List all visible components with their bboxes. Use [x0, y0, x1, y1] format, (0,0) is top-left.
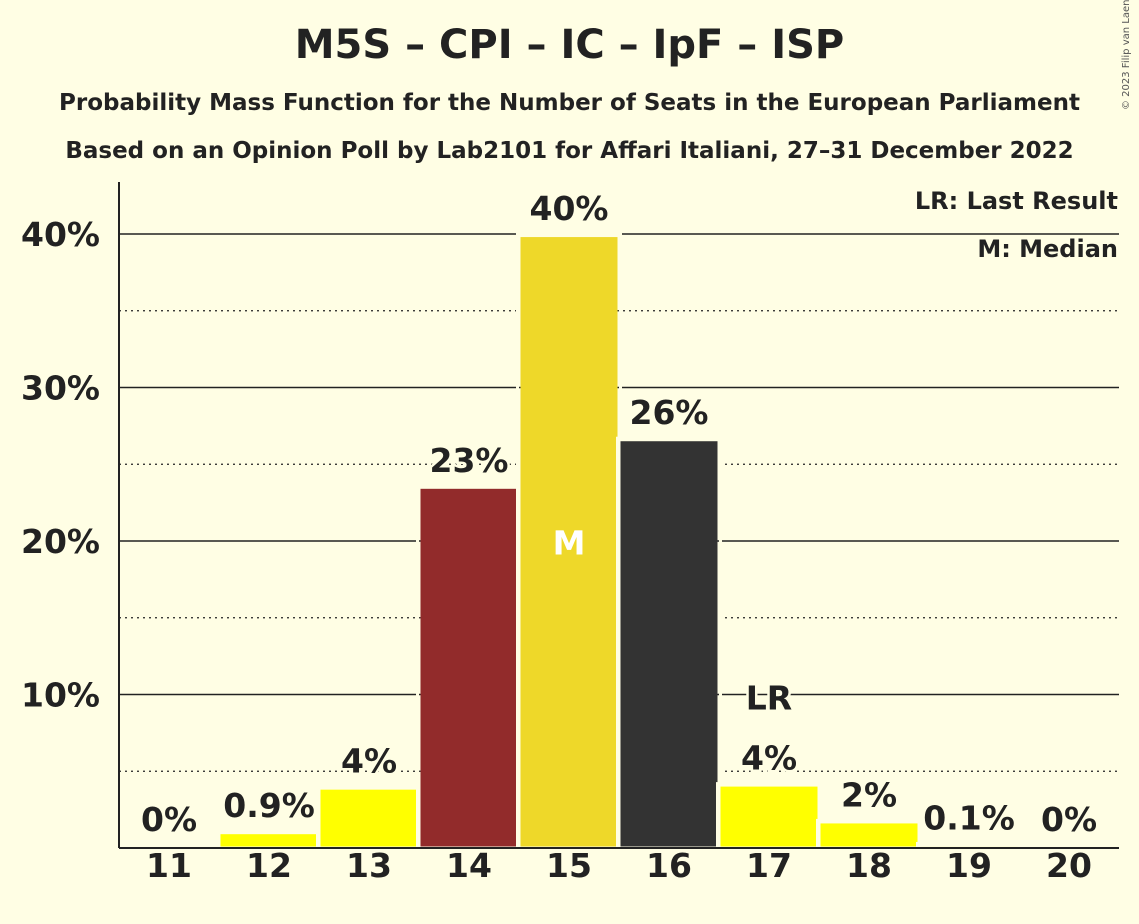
data-label-17: 4%	[741, 739, 797, 778]
data-label-15: 40%	[530, 189, 609, 228]
data-label-13: 4%	[341, 742, 397, 781]
bar-18	[820, 823, 918, 848]
y-tick-label: 30%	[21, 369, 100, 408]
data-label-20: 0%	[1041, 800, 1097, 839]
y-tick-label: 10%	[21, 676, 100, 715]
data-label-19: 0.1%	[923, 798, 1015, 837]
last-result-marker: LR	[746, 679, 792, 718]
data-label-12: 0.9%	[223, 786, 315, 825]
legend-median: M: Median	[977, 235, 1118, 263]
legend: LR: Last Result M: Median	[915, 187, 1118, 263]
legend-last-result: LR: Last Result	[915, 187, 1118, 215]
y-tick-label: 20%	[21, 522, 100, 561]
data-labels: 0% 0.9% 4% 23% 40% M 26% 4% LR 2% 0.1% 0%	[138, 187, 1099, 842]
x-tick-label: 12	[246, 846, 292, 885]
chart-title: M5S – CPI – IC – IpF – ISP	[294, 22, 845, 68]
y-tick-label: 40%	[21, 215, 100, 254]
x-tick-label: 14	[446, 846, 492, 885]
bar-14	[420, 488, 518, 848]
x-tick-label: 13	[346, 846, 392, 885]
bar-13	[320, 789, 418, 848]
x-tick-label: 18	[846, 846, 892, 885]
axes	[118, 182, 1119, 849]
data-label-18: 2%	[841, 775, 897, 814]
tick-labels: 10% 20% 30% 40% 11 12 13 14 15 16 17 18 19 20	[21, 215, 1092, 885]
bar-16	[620, 441, 718, 848]
x-tick-label: 17	[746, 846, 792, 885]
median-marker: M	[553, 524, 586, 563]
data-label-16: 26%	[630, 393, 709, 432]
chart-subtitle: Probability Mass Function for the Number…	[59, 90, 1080, 116]
bar-12	[220, 834, 318, 848]
x-tick-label: 20	[1046, 846, 1092, 885]
x-tick-label: 11	[146, 846, 192, 885]
x-tick-label: 16	[646, 846, 692, 885]
bar-17	[720, 786, 818, 848]
data-label-11: 0%	[141, 800, 197, 839]
data-label-14: 23%	[430, 441, 509, 480]
chart-source: Based on an Opinion Poll by Lab2101 for …	[65, 138, 1074, 164]
bars	[216, 232, 1022, 850]
bar-15	[520, 237, 618, 848]
x-tick-label: 19	[946, 846, 992, 885]
x-tick-label: 15	[546, 846, 592, 885]
